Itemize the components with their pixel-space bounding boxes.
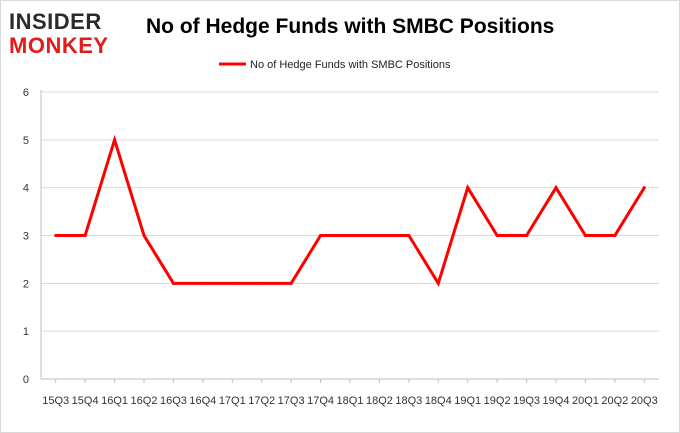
data-point [613, 234, 617, 237]
y-tick-label: 5 [23, 135, 29, 147]
x-tick-label: 17Q2 [248, 395, 275, 407]
data-point [583, 234, 587, 237]
x-tick-label: 16Q1 [101, 395, 128, 407]
x-tick-label: 20Q1 [572, 395, 599, 407]
x-tick-label: 19Q1 [454, 395, 481, 407]
axes [40, 90, 659, 383]
y-tick-label: 2 [23, 278, 29, 290]
data-point [377, 234, 381, 237]
x-tick-label: 19Q2 [484, 395, 511, 407]
x-tick-label: 20Q3 [631, 395, 658, 407]
data-point [407, 234, 411, 237]
data-point [201, 281, 205, 285]
series-line [55, 134, 646, 287]
data-point [54, 234, 58, 237]
x-tick-label: 16Q4 [189, 395, 216, 407]
legend: No of Hedge Funds with SMBC Positions [219, 59, 451, 71]
data-point [466, 186, 470, 190]
x-tick-label: 17Q1 [219, 395, 246, 407]
data-point [554, 186, 558, 190]
data-point [260, 281, 264, 285]
x-tick-label: 17Q4 [307, 395, 334, 407]
x-tick-label: 15Q4 [72, 395, 99, 407]
series-lines [54, 134, 646, 287]
data-point [289, 281, 293, 285]
x-tick-label: 18Q4 [425, 395, 452, 407]
y-tick-labels: 0 1 2 3 4 5 6 [23, 87, 29, 386]
insider-monkey-logo: INSIDER MONKEY [9, 9, 109, 57]
data-point [348, 234, 352, 237]
data-point [642, 186, 646, 190]
grid-lines [41, 91, 659, 332]
legend-label: No of Hedge Funds with SMBC Positions [250, 59, 451, 71]
data-point [230, 281, 234, 285]
x-tick-label: 16Q2 [131, 395, 158, 407]
data-point [171, 281, 175, 285]
y-tick-label: 0 [23, 374, 29, 386]
x-tick-label: 19Q3 [513, 395, 540, 407]
y-tick-label: 6 [23, 87, 29, 99]
x-tick-label: 19Q4 [543, 395, 570, 407]
x-tick-labels: 15Q3 15Q4 16Q1 16Q2 16Q3 16Q4 17Q1 17Q2 17Q3 17Q4… [42, 395, 657, 407]
x-tick-label: 18Q3 [395, 395, 422, 407]
data-point [525, 234, 529, 237]
data-point [319, 234, 323, 237]
y-tick-label: 4 [23, 183, 29, 195]
data-point [83, 234, 87, 237]
x-tick-label: 20Q2 [601, 395, 628, 407]
x-tick-label: 15Q3 [42, 395, 69, 407]
x-tick-label: 18Q1 [337, 395, 364, 407]
chart-title: No of Hedge Funds with SMBC Positions [146, 15, 555, 38]
y-tick-label: 3 [23, 231, 29, 243]
x-tick-label: 18Q2 [366, 395, 393, 407]
logo-text-insider: INSIDER [9, 9, 102, 34]
data-point [142, 234, 146, 237]
logo-text-monkey: MONKEY [9, 33, 109, 57]
data-point [436, 281, 440, 285]
data-point [113, 138, 117, 142]
x-tick-label: 17Q3 [278, 395, 305, 407]
y-tick-label: 1 [23, 326, 29, 338]
x-tick-label: 16Q3 [160, 395, 187, 407]
data-point [495, 234, 499, 237]
